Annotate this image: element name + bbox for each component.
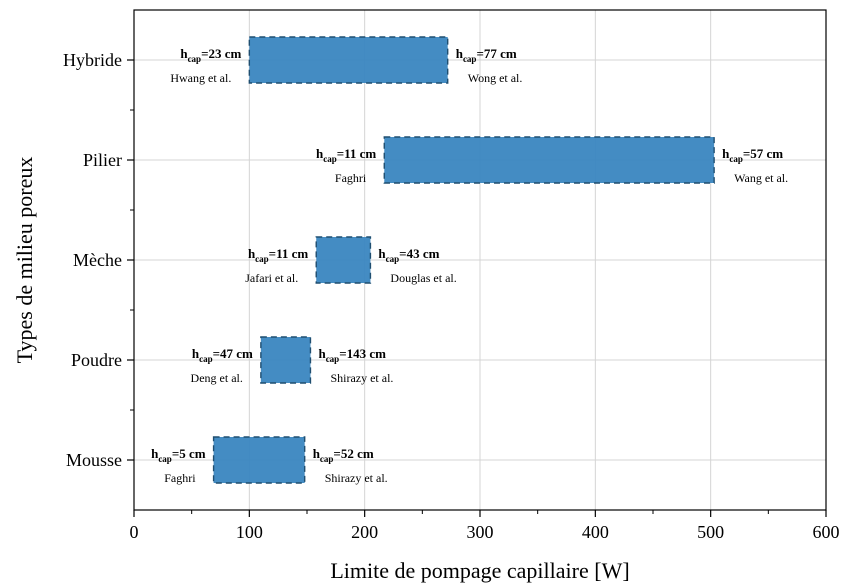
y-axis-title: Types de milieu poreux (12, 157, 37, 364)
y-tick-label-2: Mèche (73, 250, 122, 270)
annotation-ref-left: Jafari et al. (245, 271, 298, 285)
annotation-ref-right: Shirazy et al. (330, 371, 393, 385)
annotation-ref-left: Faghri (335, 171, 367, 185)
annotation-value-right: hcap=52 cm (313, 446, 374, 464)
x-tick-label: 200 (351, 522, 378, 542)
annotation-ref-right: Wong et al. (468, 71, 523, 85)
annotation-ref-right: Douglas et al. (390, 271, 456, 285)
x-tick-label: 400 (582, 522, 609, 542)
range-bar-mousse (212, 436, 306, 484)
y-tick-label-1: Pilier (83, 150, 122, 170)
annotation-ref-right: Shirazy et al. (325, 471, 388, 485)
annotations: hcap=23 cm Hwang et al. hcap=77 cm Wong et … (151, 46, 788, 485)
annotation-value-right: hcap=77 cm (456, 46, 517, 64)
range-bar-hybride (248, 36, 449, 84)
x-tick-label: 600 (813, 522, 840, 542)
y-tick-label-4: Mousse (66, 450, 122, 470)
annotation-ref-left: Faghri (164, 471, 196, 485)
y-tick-label-3: Poudre (71, 350, 122, 370)
x-tick-label: 100 (236, 522, 263, 542)
range-bar-poudre (260, 336, 312, 384)
annotation-ref-right: Wang et al. (734, 171, 788, 185)
x-axis-title: Limite de pompage capillaire [W] (330, 558, 629, 583)
x-tick-label: 500 (697, 522, 724, 542)
annotation-ref-left: Hwang et al. (170, 71, 231, 85)
annotation-ref-left: Deng et al. (191, 371, 243, 385)
annotation-value-right: hcap=43 cm (378, 246, 439, 264)
range-bar-pilier (383, 136, 715, 184)
annotation-value-left: hcap=5 cm (151, 446, 206, 464)
annotation-value-right: hcap=143 cm (318, 346, 386, 364)
annotation-value-left: hcap=11 cm (316, 146, 376, 164)
annotation-value-left: hcap=23 cm (180, 46, 241, 64)
x-tick-label: 0 (130, 522, 139, 542)
bars (212, 36, 715, 484)
annotation-value-right: hcap=57 cm (722, 146, 783, 164)
ticks: 0 100 200 300 400 500 600 Hybride Pilier Mèche Pou… (63, 50, 839, 542)
x-tick-label: 300 (467, 522, 494, 542)
range-bar-mèche (315, 236, 372, 284)
grid (134, 10, 826, 510)
annotation-value-left: hcap=11 cm (248, 246, 308, 264)
annotation-value-left: hcap=47 cm (192, 346, 253, 364)
y-tick-label-0: Hybride (63, 50, 122, 70)
